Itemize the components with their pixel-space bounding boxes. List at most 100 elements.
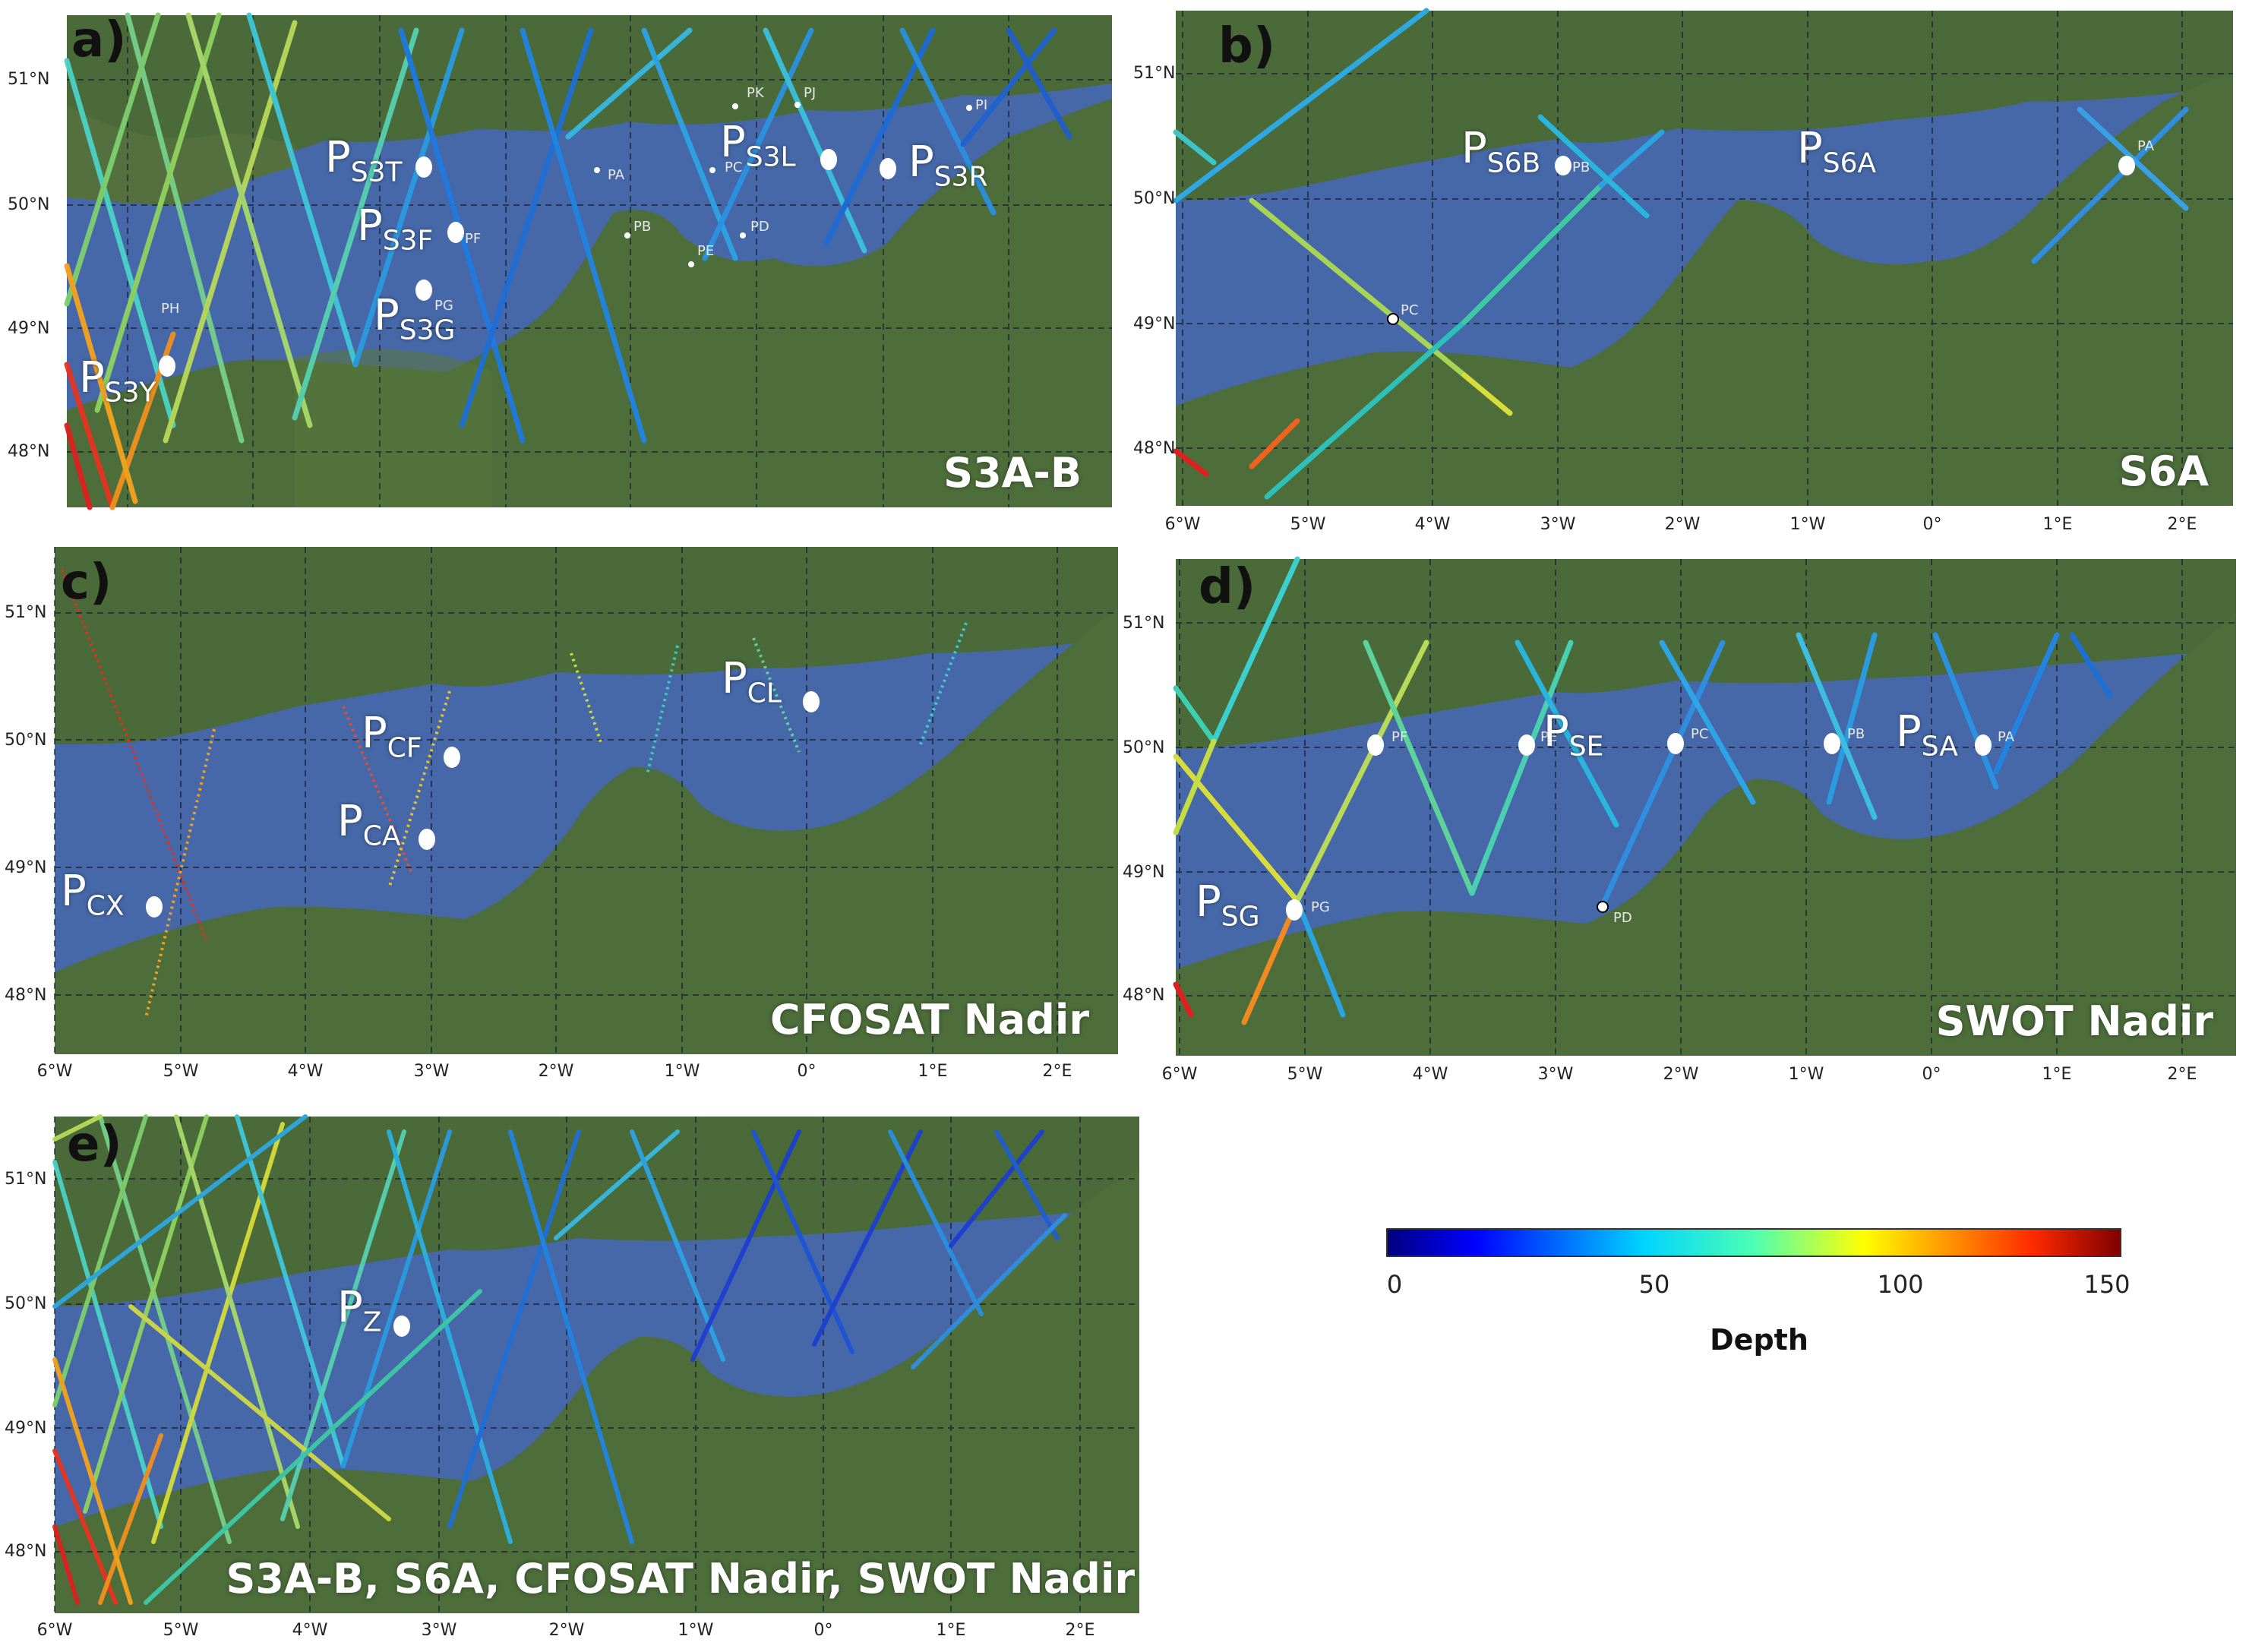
lon-label: 0°: [1922, 515, 1942, 534]
colorbar-label: Depth: [1710, 1323, 1808, 1357]
point-label-cx: PCX: [61, 867, 125, 922]
colorbar-tick: 100: [1877, 1270, 1924, 1299]
lon-label: 5°W: [163, 1062, 199, 1081]
panel-b: b) S6A PA PB PC PS6B PS6A 51°N 50°N 49°N…: [1133, 8, 2233, 534]
panel-label: b): [1218, 18, 1276, 74]
lon-label: 2°W: [548, 1621, 585, 1640]
lon-label: 2°E: [1065, 1621, 1095, 1640]
lon-label: 3°W: [413, 1062, 450, 1081]
lon-label: 2°W: [1663, 1065, 1699, 1084]
lat-label: 50°N: [1123, 738, 1165, 757]
station-label: PE: [1540, 729, 1558, 745]
map-d: [1173, 556, 2236, 1056]
point-label-z: PZ: [337, 1283, 382, 1338]
station-label: PD: [1613, 910, 1632, 926]
colorbar-gradient: [1386, 1228, 2121, 1257]
lat-label: 49°N: [8, 319, 50, 338]
point-label-s6b: PS6B: [1461, 124, 1541, 179]
station-label: PC: [1401, 302, 1419, 318]
lon-label: 5°W: [1290, 515, 1326, 534]
lon-label: 1°W: [664, 1062, 700, 1081]
station-label: PD: [750, 219, 769, 235]
lat-label: 48°N: [5, 986, 47, 1005]
station-label: PC: [725, 160, 743, 175]
colorbar-tick: 0: [1386, 1270, 1403, 1299]
lon-label: 1°W: [1789, 515, 1826, 534]
panel-e: e) S3A-B, S6A, CFOSAT Nadir, SWOT Nadir …: [5, 1114, 1139, 1640]
lat-label: 48°N: [8, 442, 50, 461]
point-label-s3f: PS3F: [357, 201, 434, 257]
lat-label: 48°N: [5, 1542, 47, 1561]
lon-label: 4°W: [1414, 515, 1451, 534]
map-a: [64, 12, 1112, 510]
point-label-cl: PCL: [722, 654, 782, 709]
panel-title: S3A-B: [943, 449, 1082, 497]
point-label-se: PSE: [1543, 707, 1604, 763]
lon-label: 1°W: [1788, 1065, 1824, 1084]
point-label-s6a: PS6A: [1797, 124, 1877, 179]
station-label: PG: [434, 298, 453, 314]
lon-label: 0°: [813, 1621, 833, 1640]
station-label: PC: [1691, 726, 1709, 742]
lon-label: 2°E: [1042, 1062, 1072, 1081]
point-label-cf: PCF: [362, 709, 422, 764]
lon-label: 1°E: [2042, 1065, 2072, 1084]
point-label-s3g: PS3G: [374, 291, 456, 346]
map-c: [54, 547, 1118, 1054]
panel-title: S6A: [2118, 447, 2209, 495]
lat-label: 49°N: [5, 1419, 47, 1438]
colorbar-tick: 50: [1638, 1270, 1670, 1299]
panel-label: c): [61, 554, 112, 611]
point-label-s3r: PS3R: [908, 137, 988, 193]
station-label: PH: [161, 301, 180, 317]
lat-label: 49°N: [5, 858, 47, 877]
point-label-sa: PSA: [1896, 707, 1958, 763]
station-label: PB: [633, 219, 652, 235]
panel-title: CFOSAT Nadir: [770, 996, 1089, 1044]
station-label: PF: [1391, 729, 1408, 745]
lon-label: 0°: [1922, 1065, 1941, 1084]
lon-label: 1°E: [2042, 515, 2073, 534]
station-label: PI: [975, 97, 988, 113]
station-label: PE: [697, 243, 715, 259]
point-label-sg: PSG: [1196, 877, 1260, 933]
panel-title: SWOT Nadir: [1935, 997, 2213, 1045]
station-label: PF: [465, 231, 482, 247]
lat-label: 49°N: [1133, 314, 1176, 333]
panel-label: a): [71, 12, 127, 68]
station-label: PA: [2137, 138, 2155, 154]
lat-label: 48°N: [1133, 439, 1176, 458]
point-label-ca: PCA: [337, 797, 401, 852]
lon-label: 3°W: [1540, 515, 1576, 534]
depth-colorbar: 0 50 100 150 Depth: [1386, 1228, 2131, 1381]
panel-c: c) CFOSAT Nadir PCL PCF PCA PCX 51°N 50°…: [5, 547, 1118, 1081]
lon-label: 5°W: [1287, 1065, 1323, 1084]
lon-label: 5°W: [163, 1621, 199, 1640]
lat-label: 50°N: [5, 1294, 47, 1313]
lon-label: 1°W: [678, 1621, 714, 1640]
station-label: PJ: [804, 85, 817, 101]
lon-label: 3°W: [421, 1621, 457, 1640]
point-label-s3t: PS3T: [325, 133, 403, 188]
station-label: PB: [1847, 726, 1865, 742]
lon-label: 2°E: [2167, 515, 2197, 534]
lon-label: 1°E: [936, 1621, 966, 1640]
lon-label: 4°W: [1412, 1065, 1448, 1084]
lat-label: 50°N: [8, 195, 50, 214]
lon-label: 3°W: [1537, 1065, 1574, 1084]
lat-label: 48°N: [1123, 986, 1165, 1005]
map-b: [1173, 8, 2233, 506]
station-label: PK: [747, 85, 764, 101]
lon-label: 4°W: [287, 1062, 324, 1081]
colorbar-tick: 150: [2083, 1270, 2131, 1299]
station-label: PA: [608, 167, 625, 183]
point-markers: [159, 102, 972, 377]
lat-label: 51°N: [8, 70, 50, 89]
point-label-s3y: PS3Y: [79, 353, 156, 409]
panel-label: e): [67, 1117, 122, 1173]
map-e: [52, 1114, 1139, 1613]
lat-label: 51°N: [1133, 64, 1176, 83]
lat-label: 50°N: [5, 731, 47, 750]
lon-label: 6°W: [1161, 1065, 1198, 1084]
panel-title: S3A-B, S6A, CFOSAT Nadir, SWOT Nadir: [226, 1555, 1136, 1603]
